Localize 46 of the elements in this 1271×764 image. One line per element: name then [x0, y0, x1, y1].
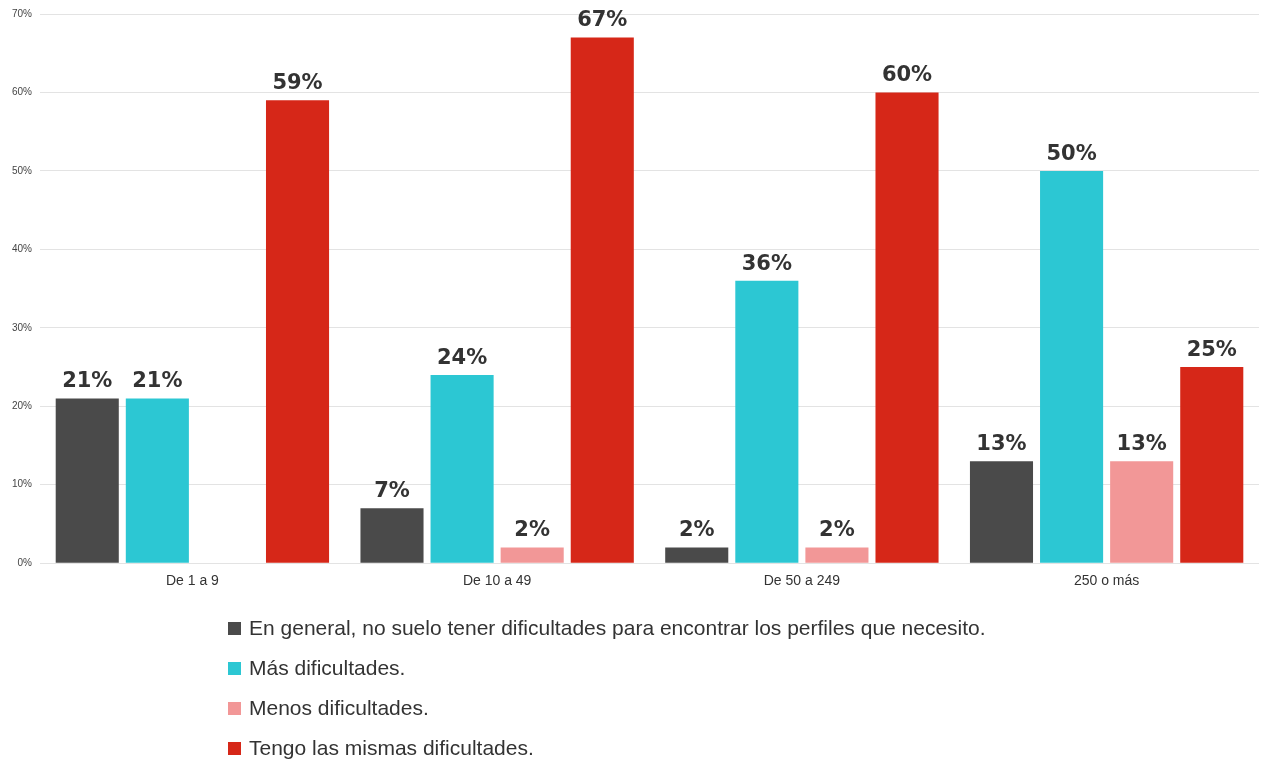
data-label: 59%: [272, 70, 323, 95]
bar: [570, 37, 634, 563]
y-tick-label: 30%: [12, 321, 33, 333]
bar: [430, 374, 494, 563]
y-tick-label: 40%: [12, 243, 33, 255]
legend-label: Tengo las mismas dificultades.: [249, 736, 534, 760]
data-label: 25%: [1186, 337, 1237, 362]
legend-label: En general, no suelo tener dificultades para encontrar los perfiles que necesito.: [249, 616, 986, 640]
data-label: 13%: [1116, 431, 1167, 456]
y-tick-label: 50%: [12, 164, 33, 176]
data-label: 67%: [577, 7, 628, 32]
y-tick-label: 20%: [12, 400, 33, 412]
bar: [875, 92, 939, 563]
y-tick-label: 0%: [17, 556, 33, 568]
bar: [1180, 367, 1244, 563]
bar: [265, 100, 330, 563]
data-label: 21%: [132, 368, 183, 393]
bar: [969, 461, 1034, 563]
data-label: 21%: [62, 368, 113, 393]
y-tick-label: 70%: [12, 7, 33, 19]
bar: [55, 398, 119, 563]
data-label: 2%: [819, 517, 855, 542]
legend-label: Menos dificultades.: [249, 696, 429, 720]
data-label: 50%: [1046, 140, 1097, 165]
bar: [1040, 170, 1104, 563]
data-label: 2%: [678, 517, 715, 542]
bar: [1110, 461, 1174, 563]
bar: [125, 398, 189, 563]
data-label: 60%: [881, 62, 933, 87]
data-label: 7%: [374, 478, 410, 503]
bar: [805, 547, 869, 563]
data-label: 13%: [976, 431, 1027, 456]
bar: [665, 547, 729, 563]
legend-label: Más dificultades.: [249, 656, 406, 680]
bar: [735, 280, 799, 563]
x-tick-label: De 50 a 249: [763, 572, 841, 589]
data-label: 24%: [436, 344, 488, 369]
x-tick-label: 250 o más: [1073, 572, 1140, 589]
bar: [500, 547, 564, 563]
y-tick-label: 10%: [12, 478, 33, 490]
bar: [360, 508, 424, 563]
y-tick-label: 60%: [12, 86, 33, 98]
data-label: 2%: [514, 517, 551, 542]
x-tick-label: De 10 a 49: [462, 572, 532, 589]
data-label: 36%: [741, 250, 792, 275]
x-tick-label: De 1 a 9: [165, 572, 220, 589]
